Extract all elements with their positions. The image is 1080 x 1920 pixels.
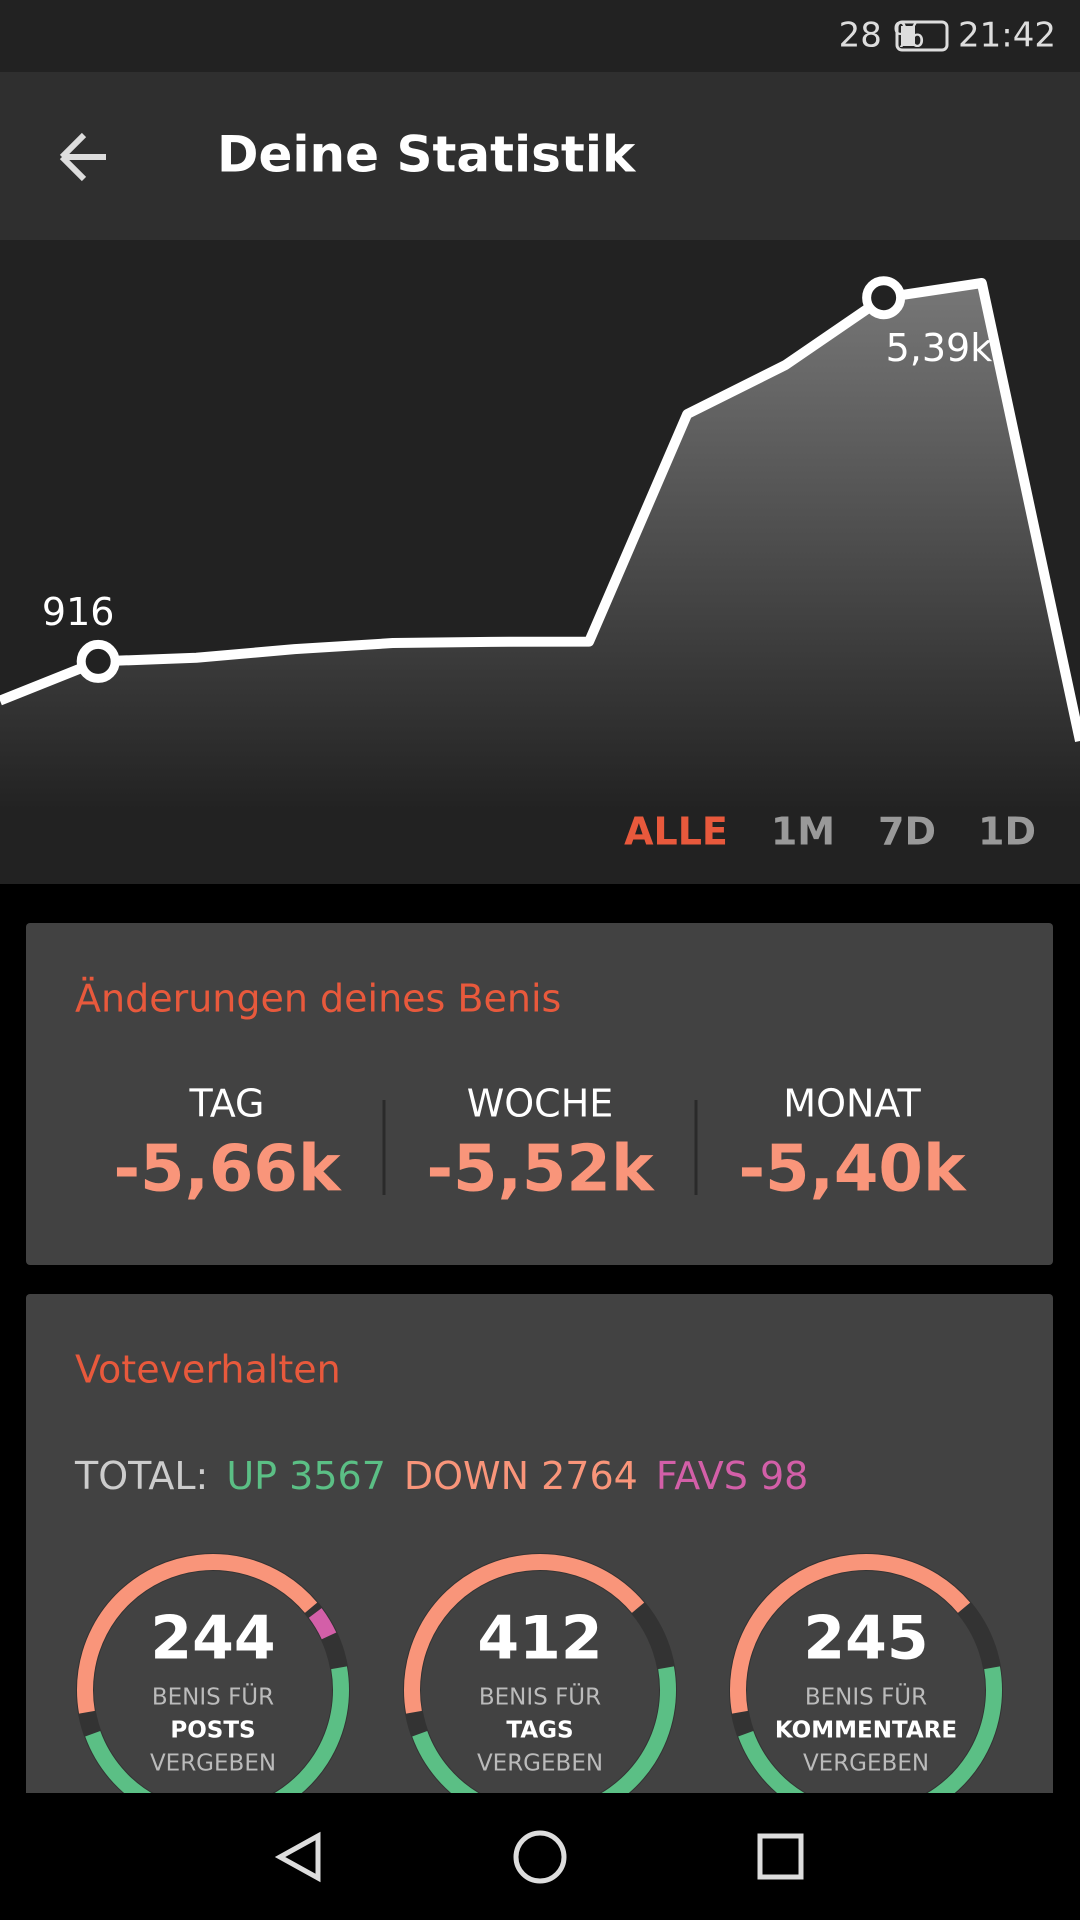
back-button[interactable] [59,132,106,182]
ring-caption: VERGEBEN [803,1751,929,1777]
clock: 21:42 [958,16,1056,56]
changes-card [26,923,1053,1265]
ring-caption: KOMMENTARE [775,1718,957,1744]
graph-marker [862,276,906,320]
graph-marker [76,639,120,683]
period-label: MONAT [783,1082,921,1126]
ring-caption: BENIS FÜR [479,1683,601,1711]
graph-label: 916 [42,590,115,634]
period-value: -5,66k [113,1133,341,1207]
up-count: UP 3567 [226,1454,386,1498]
ring-favs [308,1608,337,1640]
period-label: WOCHE [467,1082,614,1126]
favs-count: FAVS 98 [656,1454,808,1498]
battery-level [901,26,915,46]
ring-value: 412 [477,1604,602,1674]
ring-down [404,1554,645,1714]
range-tab[interactable]: 1D [978,810,1036,854]
app-bar [0,72,1080,240]
ring-caption: POSTS [170,1718,255,1744]
status-bar [0,0,1080,72]
nav-recents[interactable] [757,1833,804,1880]
graph-label: 5,39k [886,326,993,370]
total-label: TOTAL: [74,1454,208,1498]
card-title: Änderungen deines Benis [75,977,561,1021]
ring-caption: BENIS FÜR [805,1683,927,1711]
down-count: DOWN 2764 [404,1454,638,1498]
ring-down [77,1553,318,1714]
ring-caption: VERGEBEN [477,1751,603,1777]
battery-icon [895,20,949,52]
ring-value: 244 [150,1604,275,1674]
range-tab[interactable]: 7D [878,810,936,854]
card-title: Voteverhalten [75,1348,341,1392]
ring-caption: BENIS FÜR [152,1683,274,1711]
graph-area-fill [0,283,1080,810]
ring-caption: VERGEBEN [150,1751,276,1777]
ring-caption: TAGS [506,1718,573,1744]
period-value: -5,40k [738,1133,966,1207]
ring-value: 245 [803,1604,928,1674]
total-line: TOTAL: UP 3567 DOWN 2764 FAVS 98 [74,1454,808,1498]
period-label: TAG [188,1082,264,1126]
title: Deine Statistik [217,126,637,184]
ring-down [730,1554,971,1714]
range-tab[interactable]: ALLE [624,810,728,854]
nav-bar [0,1793,1080,1920]
period-value: -5,52k [426,1133,654,1207]
nav-back[interactable] [274,1831,321,1883]
nav-home[interactable] [513,1830,567,1884]
range-tab[interactable]: 1M [771,810,835,854]
